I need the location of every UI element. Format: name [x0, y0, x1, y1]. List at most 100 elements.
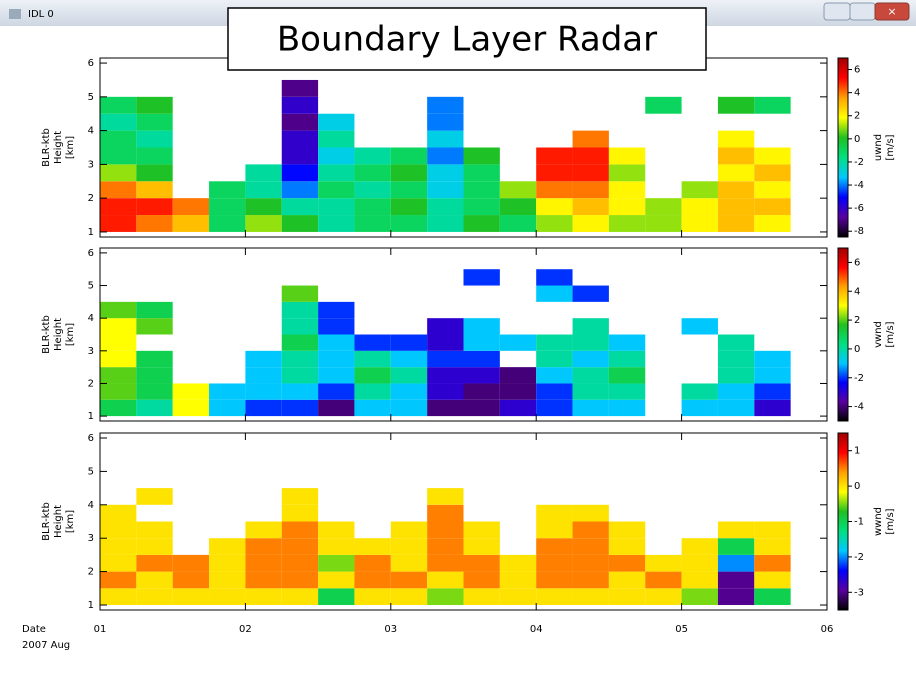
y-axis-label: Height: [53, 131, 64, 164]
heatmap-cell: [717, 383, 755, 400]
heatmap-cell: [427, 367, 464, 384]
heatmap-cell: [318, 350, 355, 368]
heatmap-cell: [463, 367, 500, 384]
heatmap-cell: [100, 198, 137, 216]
heatmap-cell: [318, 521, 355, 539]
heatmap-cell: [281, 571, 319, 589]
heatmap-cell: [136, 147, 173, 165]
y-tick-label: 6: [88, 433, 94, 444]
heatmap-cell: [209, 588, 246, 605]
heatmap-cell: [100, 318, 137, 335]
x-tick-label: 04: [530, 624, 543, 635]
heatmap-cell: [209, 571, 246, 589]
heatmap-cell: [281, 113, 319, 131]
minimize-button[interactable]: [823, 2, 851, 21]
heatmap-cell: [572, 521, 609, 539]
heatmap-cell: [318, 399, 355, 417]
x-sublabel: 2007 Aug: [22, 640, 70, 651]
heatmap-cell: [281, 181, 319, 199]
heatmap-cell: [536, 554, 573, 572]
heatmap-cell: [536, 198, 573, 216]
heatmap-cell: [681, 554, 718, 572]
heatmap-cell: [681, 318, 718, 335]
heatmap-cell: [354, 147, 391, 165]
heatmap-cell: [136, 164, 173, 182]
heatmap-cell: [136, 350, 173, 368]
heatmap-cell: [245, 571, 282, 589]
heatmap-cell: [463, 198, 500, 216]
window-icon: [9, 9, 21, 19]
heatmap-cell: [172, 554, 210, 572]
heatmap-cell: [354, 554, 391, 572]
maximize-button[interactable]: [849, 2, 876, 21]
heatmap-cell: [427, 350, 464, 368]
heatmap-cell: [463, 538, 500, 555]
heatmap-cell: [754, 588, 791, 605]
heatmap-cell: [281, 318, 319, 335]
heatmap-cell: [172, 571, 210, 589]
heatmap-cell: [281, 399, 319, 417]
colorbar-label: uwnd: [873, 134, 884, 161]
heatmap-cell: [681, 538, 718, 555]
heatmap-cell: [572, 164, 609, 182]
heatmap-cell: [318, 554, 355, 572]
heatmap-cell: [136, 318, 173, 335]
heatmap-cell: [100, 383, 137, 400]
heatmap-cell: [318, 334, 355, 351]
heatmap-cell: [354, 571, 391, 589]
heatmap-cell: [754, 399, 791, 417]
y-tick-label: 1: [88, 411, 94, 422]
colorbar-tick-label: -6: [854, 203, 864, 214]
heatmap-cell: [354, 164, 391, 182]
heatmap-cell: [281, 334, 319, 351]
heatmap-cell: [427, 198, 464, 216]
heatmap-cell: [572, 130, 609, 148]
heatmap-cell: [281, 367, 319, 384]
heatmap-cell: [536, 147, 573, 165]
heatmap-cell: [390, 588, 428, 605]
heatmap-cell: [100, 367, 137, 384]
heatmap-cell: [209, 383, 246, 400]
heatmap-cell: [318, 181, 355, 199]
colorbar-tick-label: 0: [854, 134, 860, 145]
heatmap-cell: [354, 350, 391, 368]
y-tick-label: 2: [88, 567, 94, 578]
colorbar-tick-label: 6: [854, 257, 860, 268]
heatmap-cell: [499, 215, 537, 232]
heatmap-cell: [717, 334, 755, 351]
heatmap-cell: [318, 130, 355, 148]
y-tick-label: 4: [88, 126, 94, 137]
heatmap-cell: [608, 571, 646, 589]
heatmap-cell: [754, 554, 791, 572]
heatmap-cell: [499, 334, 537, 351]
heatmap-cell: [427, 113, 464, 131]
heatmap-cell: [354, 181, 391, 199]
heatmap-cell: [536, 181, 573, 199]
y-axis-label: [km]: [65, 510, 76, 533]
colorbar-tick-label: 2: [854, 315, 860, 326]
heatmap-cell: [572, 147, 609, 165]
heatmap-cell: [645, 571, 682, 589]
heatmap-cell: [499, 367, 537, 384]
close-button[interactable]: [874, 2, 910, 21]
heatmap-cell: [318, 147, 355, 165]
y-axis-label: BLR-ktb: [41, 128, 52, 167]
heatmap-cell: [172, 588, 210, 605]
heatmap-cell: [100, 215, 137, 232]
colorbar-tick-label: -2: [854, 373, 864, 384]
heatmap-cell: [536, 334, 573, 351]
heatmap-cell: [100, 504, 137, 522]
colorbar-tick-label: 0: [854, 481, 860, 492]
heatmap-cell: [754, 198, 791, 216]
heatmap-cell: [717, 181, 755, 199]
heatmap-cell: [281, 350, 319, 368]
heatmap-cell: [608, 521, 646, 539]
heatmap-cell: [754, 96, 791, 114]
heatmap-cell: [100, 588, 137, 605]
heatmap-cell: [318, 318, 355, 335]
heatmap-cell: [100, 538, 137, 555]
heatmap-cell: [172, 383, 210, 400]
heatmap-cell: [100, 571, 137, 589]
heatmap-cell: [281, 96, 319, 114]
